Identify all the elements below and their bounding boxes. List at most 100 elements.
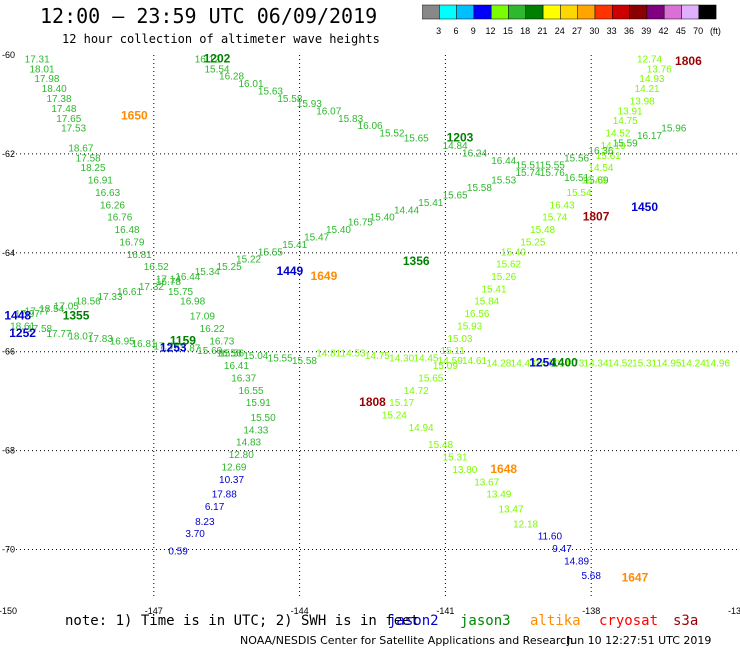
wave-height-label: 14.43 bbox=[511, 359, 536, 370]
wave-height-label: 10.37 bbox=[219, 475, 244, 486]
wave-height-label: 16.01 bbox=[238, 79, 263, 90]
wave-height-label: 14.30 bbox=[389, 354, 414, 365]
wave-height-label: 15.61 bbox=[596, 151, 621, 162]
wave-height-label: 18.40 bbox=[42, 84, 67, 95]
wave-height-label: 15.48 bbox=[428, 440, 453, 451]
longitude-tick-label: -144 bbox=[291, 606, 309, 616]
legend-jason2: jason2 bbox=[388, 613, 439, 629]
wave-height-label: 15.54 bbox=[567, 188, 592, 199]
wave-height-label: 16.79 bbox=[119, 237, 144, 248]
colorbar-label: 3 bbox=[436, 26, 441, 36]
wave-height-label: 16.37 bbox=[231, 373, 256, 384]
wave-height-label: 15.48 bbox=[530, 225, 555, 236]
wave-height-label: 12.80 bbox=[229, 450, 254, 461]
wave-height-label: 15.83 bbox=[338, 114, 363, 125]
wave-height-label: 17.58 bbox=[27, 324, 52, 335]
map-subtitle: 12 hour collection of altimeter wave hei… bbox=[62, 32, 380, 46]
wave-height-label: 15.09 bbox=[433, 361, 458, 372]
legend-jason3: jason3 bbox=[460, 613, 511, 629]
wave-height-label: 15.40 bbox=[326, 225, 351, 236]
colorbar-label: (ft) bbox=[710, 26, 721, 36]
wave-height-label: 16.51 bbox=[564, 173, 589, 184]
wave-height-label: 15.22 bbox=[236, 255, 261, 266]
colorbar-label: 39 bbox=[641, 26, 651, 36]
colorbar-label: 15 bbox=[503, 26, 513, 36]
wave-height-label: 15.96 bbox=[661, 124, 686, 135]
wave-height-label: 16.24 bbox=[462, 148, 487, 159]
pass-time-label: 1400 bbox=[551, 356, 578, 370]
wave-height-label: 15.58 bbox=[277, 94, 302, 105]
latitude-tick-label: -64 bbox=[2, 248, 15, 258]
pass-time-label: 1203 bbox=[447, 131, 474, 145]
wave-height-label: 15.87 bbox=[175, 344, 200, 355]
wave-height-label: 15.63 bbox=[258, 87, 283, 98]
map-title: 12:00 – 23:59 UTC 06/09/2019 bbox=[40, 4, 378, 28]
wave-height-label: 15.31 bbox=[443, 453, 468, 464]
wave-height-label: 17.77 bbox=[25, 307, 50, 318]
wave-height-label: 15.91 bbox=[246, 398, 271, 409]
colorbar-label: 42 bbox=[659, 26, 669, 36]
pass-time-label: 1807 bbox=[583, 210, 610, 224]
wave-height-label: 14.94 bbox=[409, 423, 434, 434]
wave-height-label: 15.74 bbox=[516, 168, 541, 179]
wave-height-label: 14.84 bbox=[443, 141, 468, 152]
wave-height-label: 13.47 bbox=[498, 504, 523, 515]
wave-height-label: 17.83 bbox=[88, 334, 113, 345]
wave-height-label: 17.98 bbox=[34, 74, 59, 85]
wave-height-label: 3.70 bbox=[185, 529, 205, 540]
wave-height-label: 17.77 bbox=[47, 329, 72, 340]
longitude-tick-label: -135 bbox=[728, 606, 740, 616]
wave-height-label: 15.69 bbox=[584, 176, 609, 187]
wave-height-label: 17.57 bbox=[153, 341, 178, 352]
wave-height-label: 15.65 bbox=[443, 190, 468, 201]
pass-time-label: 1448 bbox=[4, 309, 31, 323]
wave-height-label: 15.31 bbox=[632, 359, 657, 370]
wave-height-label: 18.56 bbox=[76, 297, 101, 308]
wave-height-label: 14.61 bbox=[462, 356, 487, 367]
pass-time-label: 1450 bbox=[631, 200, 658, 214]
wave-height-label: 16.78 bbox=[156, 277, 181, 288]
wave-height-label: 15.54 bbox=[204, 64, 229, 75]
wave-height-label: 14.33 bbox=[243, 425, 268, 436]
wave-height-label: 18.67 bbox=[68, 143, 93, 154]
wave-height-label: 17.05 bbox=[54, 302, 79, 313]
colorbar-label: 33 bbox=[607, 26, 617, 36]
wave-height-label: 16.52 bbox=[144, 262, 169, 273]
wave-height-label: 15.62 bbox=[496, 260, 521, 271]
colorbar-label: 24 bbox=[555, 26, 565, 36]
wave-height-label: 16.43 bbox=[550, 200, 575, 211]
colorbar-label: 6 bbox=[453, 26, 458, 36]
wave-height-label: 15.59 bbox=[613, 138, 638, 149]
pass-time-label: 1649 bbox=[311, 269, 338, 283]
wave-height-label: 15.60 bbox=[197, 346, 222, 357]
wave-height-label: 8.23 bbox=[195, 517, 215, 528]
wave-height-label: 16.41 bbox=[224, 361, 249, 372]
wave-height-label: 6.17 bbox=[205, 502, 225, 513]
latitude-tick-label: -66 bbox=[2, 347, 15, 357]
wave-height-label: 18.54 bbox=[39, 304, 64, 315]
wave-height-label: 15.56 bbox=[219, 349, 244, 360]
colorbar-label: 18 bbox=[520, 26, 530, 36]
wave-height-label: 5.68 bbox=[581, 571, 601, 582]
wave-height-label: 17.09 bbox=[190, 312, 215, 323]
colorbar-label: 9 bbox=[471, 26, 476, 36]
wave-height-label: 14.21 bbox=[635, 84, 660, 95]
wave-height-label: 14.93 bbox=[639, 74, 664, 85]
wave-height-label: 17.53 bbox=[61, 124, 86, 135]
pass-time-label: 1648 bbox=[490, 462, 517, 476]
wave-height-label: 15.25 bbox=[217, 262, 242, 273]
wave-height-label: 14.95 bbox=[656, 359, 681, 370]
wave-height-label: 11.60 bbox=[538, 532, 563, 543]
wave-height-label: 16.26 bbox=[100, 200, 125, 211]
wave-height-label: 17.48 bbox=[51, 104, 76, 115]
wave-height-label: 15.52 bbox=[379, 129, 404, 140]
pass-time-label: 1449 bbox=[277, 264, 304, 278]
wave-height-label: 14.45 bbox=[413, 354, 438, 365]
wave-height-label: 15.58 bbox=[467, 183, 492, 194]
wave-height-label: 15.40 bbox=[370, 213, 395, 224]
wave-height-label: 14.53 bbox=[341, 349, 366, 360]
wave-height-label: 16.61 bbox=[117, 287, 142, 298]
wave-height-label: 16.55 bbox=[238, 386, 263, 397]
color-scale-legend: 3 6 9 12 15 18 21 24 27 30 33 36 39 42 45 70 (ft) bbox=[422, 4, 721, 36]
wave-height-label: 14.75 bbox=[365, 351, 390, 362]
